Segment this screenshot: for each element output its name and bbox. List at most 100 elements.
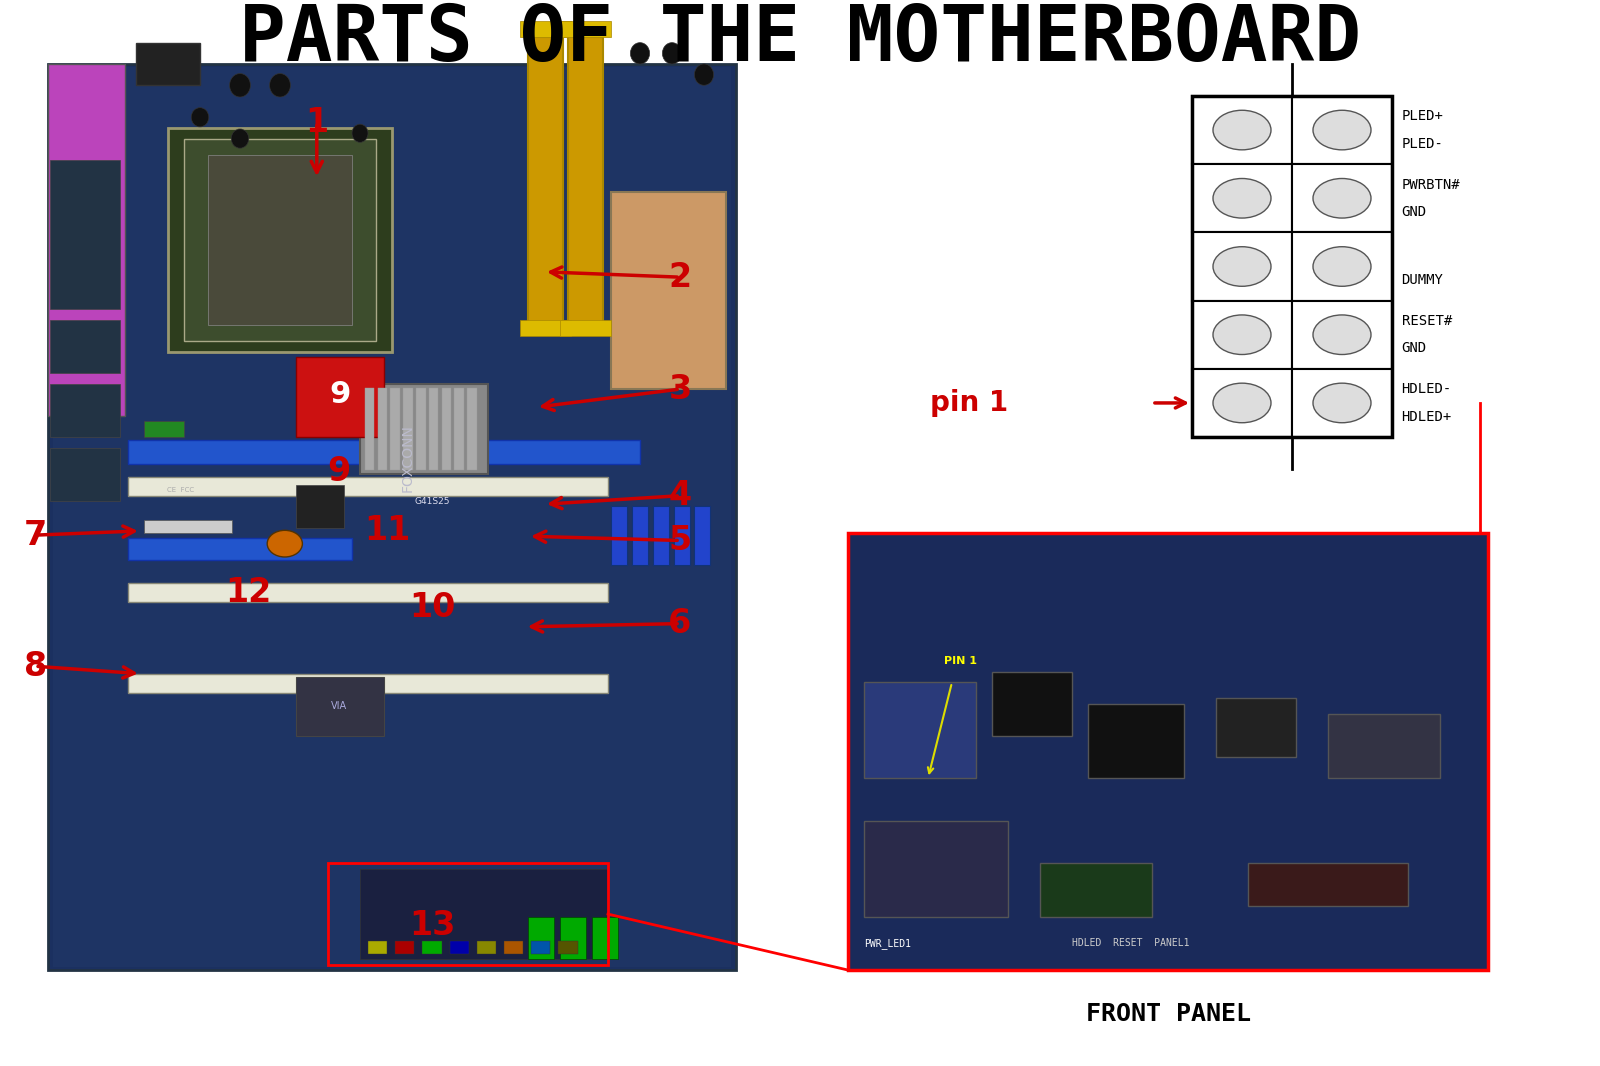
Ellipse shape [1314, 110, 1371, 150]
Ellipse shape [1213, 314, 1270, 355]
Bar [1192, 369, 1293, 437]
Bar [1293, 301, 1392, 369]
Text: 11: 11 [365, 515, 410, 547]
Ellipse shape [662, 43, 682, 64]
Bar [208, 155, 352, 325]
Bar [450, 941, 469, 954]
Bar [467, 388, 477, 470]
Bar [568, 37, 603, 330]
Bar [992, 672, 1072, 736]
Bar [360, 384, 488, 474]
Bar [416, 388, 426, 470]
Bar [296, 357, 384, 437]
Text: 1: 1 [306, 107, 328, 139]
Bar [378, 388, 387, 470]
Ellipse shape [630, 43, 650, 64]
Text: 12: 12 [226, 577, 270, 609]
Bar [390, 388, 400, 470]
Ellipse shape [269, 74, 291, 97]
Bar [560, 21, 611, 37]
Bar [136, 43, 200, 85]
Bar [50, 384, 120, 437]
Bar [560, 917, 586, 959]
Bar [1192, 232, 1293, 301]
Ellipse shape [230, 74, 250, 97]
Bar [1328, 714, 1440, 778]
Text: PLED-: PLED- [1402, 136, 1443, 150]
Ellipse shape [1213, 110, 1270, 150]
Bar [520, 320, 571, 336]
Bar [1192, 164, 1293, 232]
Ellipse shape [1314, 314, 1371, 355]
Bar [848, 533, 1488, 970]
Text: GND: GND [1402, 205, 1427, 219]
Text: 7: 7 [24, 519, 46, 551]
Bar [848, 533, 1488, 970]
Bar [328, 863, 608, 965]
Bar [632, 506, 648, 565]
Bar [184, 139, 376, 341]
Bar [296, 677, 384, 736]
Bar [674, 506, 690, 565]
Text: PLED+: PLED+ [1402, 110, 1443, 124]
Ellipse shape [267, 530, 302, 556]
Ellipse shape [1314, 383, 1371, 423]
Bar [1088, 704, 1184, 778]
Text: 9: 9 [328, 455, 350, 487]
Bar [864, 821, 1008, 917]
Bar [694, 506, 710, 565]
Bar [1192, 96, 1293, 164]
Bar [429, 388, 438, 470]
Text: 6: 6 [669, 608, 691, 640]
Text: 8: 8 [24, 650, 46, 682]
Ellipse shape [1213, 178, 1270, 219]
Bar [53, 67, 731, 967]
Bar [1293, 232, 1392, 301]
Bar [50, 320, 120, 373]
Bar [454, 388, 464, 470]
Text: VIA: VIA [331, 700, 347, 711]
Bar [1216, 698, 1296, 757]
Bar [1192, 96, 1392, 437]
Text: GND: GND [1402, 341, 1427, 355]
Bar [368, 941, 387, 954]
Text: HDLED-: HDLED- [1402, 383, 1451, 397]
Ellipse shape [1314, 178, 1371, 219]
Bar [128, 583, 608, 602]
Text: 10: 10 [410, 592, 454, 624]
Bar [48, 64, 736, 970]
Bar [560, 320, 611, 336]
Text: PIN 1: PIN 1 [944, 656, 976, 666]
Text: PWRBTN#: PWRBTN# [1402, 178, 1461, 192]
Text: 2: 2 [669, 261, 691, 293]
Ellipse shape [230, 129, 250, 148]
Bar [531, 941, 550, 954]
Ellipse shape [1213, 383, 1270, 423]
Text: HDLED  RESET  PANEL1: HDLED RESET PANEL1 [1072, 938, 1189, 949]
Text: DUMMY: DUMMY [1402, 273, 1443, 287]
Ellipse shape [192, 108, 208, 127]
Bar [128, 538, 352, 560]
Bar [558, 941, 578, 954]
Text: HDLED+: HDLED+ [1402, 409, 1451, 423]
Text: G41S25: G41S25 [414, 497, 450, 505]
Bar [422, 941, 442, 954]
Ellipse shape [1213, 246, 1270, 287]
Bar [128, 440, 640, 464]
Bar [611, 192, 726, 389]
Text: 4: 4 [669, 480, 691, 512]
Ellipse shape [352, 124, 368, 143]
Bar [1192, 301, 1293, 369]
Bar [360, 869, 608, 959]
Bar [528, 917, 554, 959]
Bar [168, 128, 392, 352]
Text: pin 1: pin 1 [930, 389, 1008, 417]
Bar [365, 388, 374, 470]
Text: CE  FCC: CE FCC [168, 487, 194, 494]
Bar [1248, 863, 1408, 906]
Bar [653, 506, 669, 565]
Bar [50, 160, 120, 309]
Bar [395, 941, 414, 954]
Bar [611, 506, 627, 565]
Bar [1293, 369, 1392, 437]
